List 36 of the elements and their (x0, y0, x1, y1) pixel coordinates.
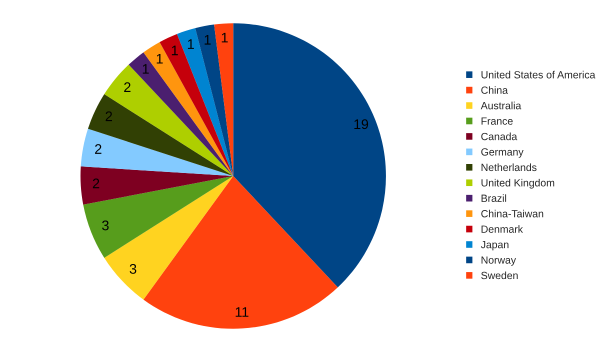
legend-label: Australia (480, 102, 522, 110)
legend-label: China (481, 86, 508, 94)
data-label: 1 (188, 39, 194, 49)
pie-slice (83, 176, 234, 258)
legend-label: United Kingdom (482, 178, 554, 189)
data-label: 1 (204, 35, 211, 45)
data-label: 3 (130, 264, 136, 274)
legend-label: France (482, 117, 513, 125)
data-label: 1 (222, 32, 228, 42)
pie-slice (80, 166, 234, 205)
legend-label: Netherlands (482, 163, 537, 172)
legend-label: Canada (481, 132, 518, 140)
legend-label: Sweden (481, 272, 518, 280)
legend-label: Denmark (482, 225, 524, 233)
data-label: 3 (102, 220, 109, 230)
data-label: 19 (354, 119, 368, 130)
pie-slice (80, 128, 234, 176)
pie-slice (88, 94, 234, 176)
data-label: 1 (156, 54, 163, 64)
data-label: 2 (95, 144, 102, 154)
data-label: 2 (106, 111, 112, 122)
pie-slice (143, 176, 338, 329)
legend-label: Norway (482, 256, 516, 266)
data-label: 1 (142, 64, 149, 74)
legend-label: Japan (480, 241, 508, 250)
data-label: 1 (172, 46, 178, 56)
legend-label: Germany (481, 148, 524, 158)
legend-label: China-Taiwan (481, 210, 544, 218)
legend-label: United States of America (482, 70, 596, 78)
pie-slice (104, 64, 234, 176)
pie-slice (104, 176, 234, 300)
pie-slice (177, 28, 234, 176)
legend-label: Brazil (482, 194, 506, 202)
data-label: 2 (124, 82, 130, 92)
data-label: 2 (92, 178, 100, 188)
data-label: 11 (236, 307, 248, 317)
